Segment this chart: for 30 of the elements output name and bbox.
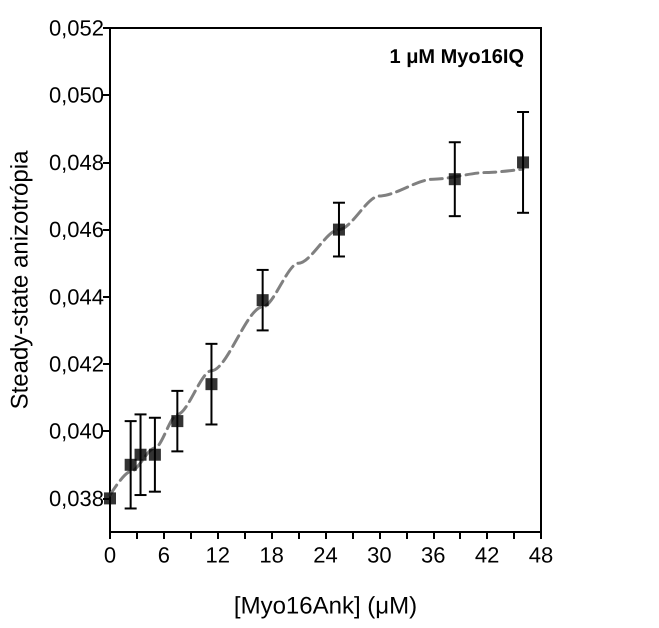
- y-tick-label: 0,050: [48, 82, 104, 108]
- y-tick-label: 0,048: [48, 150, 104, 175]
- x-tick-label: 0: [104, 542, 116, 568]
- y-tick-label: 0,038: [48, 486, 104, 511]
- point: [171, 415, 184, 428]
- text: 1 μM Myo16IQ: [390, 46, 524, 68]
- x-tick-label: 42: [474, 542, 500, 568]
- point: [134, 448, 147, 461]
- y-tick-label: 0,044: [48, 284, 104, 310]
- point: [448, 173, 461, 186]
- point: [517, 156, 530, 168]
- point: [124, 458, 137, 471]
- point: [148, 448, 161, 461]
- x-tick-label: 18: [259, 542, 284, 568]
- y-tick-label: 0,040: [48, 418, 104, 444]
- x-tick-label: 48: [528, 542, 554, 568]
- y-axis-title: Steady-state anizotrópia: [6, 150, 34, 410]
- y-tick-label: 0,052: [48, 16, 104, 40]
- point: [205, 378, 218, 390]
- point: [104, 492, 116, 504]
- y-tick-label: 0,046: [48, 217, 104, 242]
- y-tick-label: 0,042: [48, 352, 104, 376]
- x-axis-title: [Myo16Ank] (μM): [234, 592, 418, 620]
- point: [256, 294, 269, 306]
- x-tick-label: 36: [421, 542, 446, 568]
- point: [332, 224, 345, 236]
- x-tick-label: 24: [313, 542, 338, 568]
- x-tick-label: 30: [367, 542, 392, 568]
- x-tick-label: 12: [206, 542, 230, 568]
- x-tick-label: 6: [158, 542, 170, 568]
